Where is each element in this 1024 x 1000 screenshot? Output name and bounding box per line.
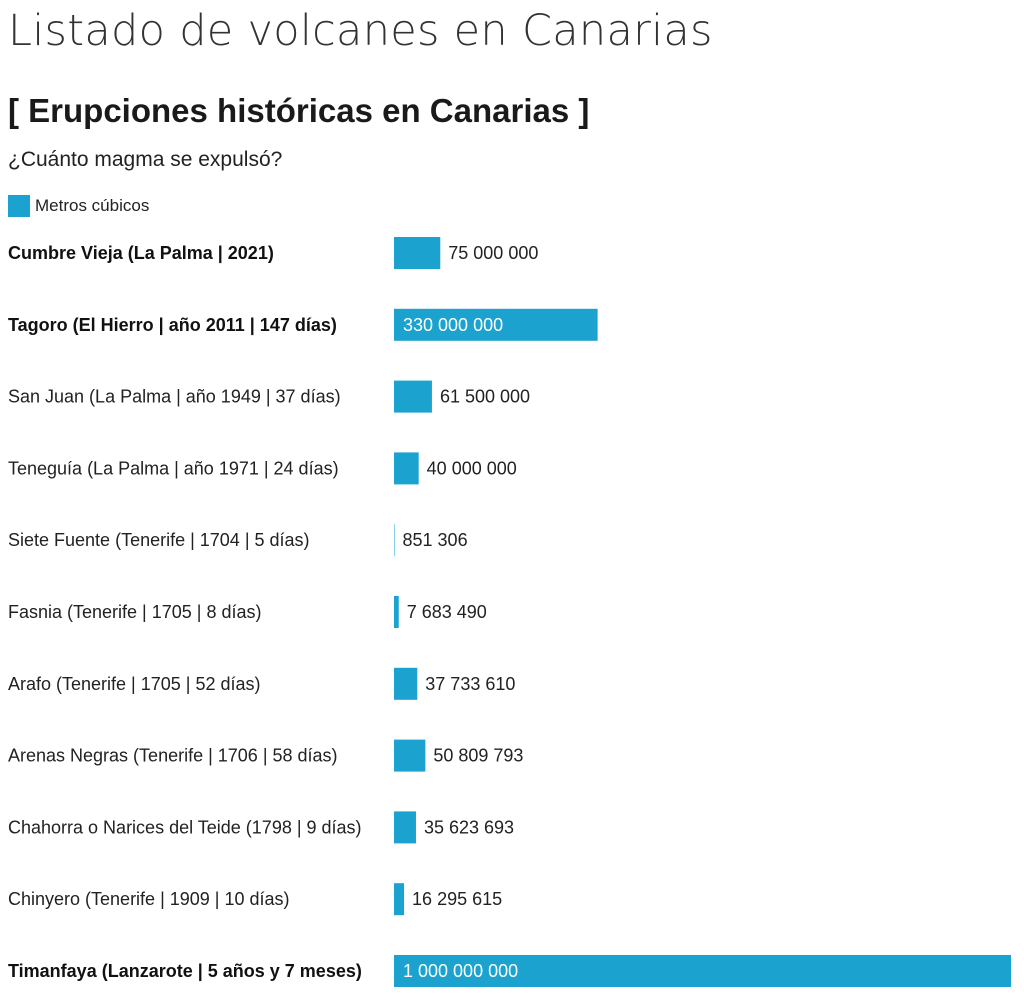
category-label: Fasnia (Tenerife | 1705 | 8 días) bbox=[8, 602, 262, 622]
category-label: Siete Fuente (Tenerife | 1704 | 5 días) bbox=[8, 530, 310, 550]
data-label: 330 000 000 bbox=[403, 315, 503, 335]
data-label: 16 295 615 bbox=[412, 889, 502, 909]
bar bbox=[394, 308, 598, 341]
legend-label: Metros cúbicos bbox=[35, 196, 150, 215]
category-label: Chinyero (Tenerife | 1909 | 10 días) bbox=[8, 889, 290, 909]
category-label: Teneguía (La Palma | año 1971 | 24 días) bbox=[8, 458, 339, 478]
bar bbox=[394, 596, 399, 628]
bar bbox=[394, 667, 418, 700]
bar bbox=[394, 452, 419, 485]
legend: Metros cúbicos bbox=[8, 195, 149, 217]
category-label: Tagoro (El Hierro | año 2011 | 147 días) bbox=[8, 315, 337, 335]
data-label: 37 733 610 bbox=[425, 674, 515, 694]
bar bbox=[394, 380, 432, 413]
chart-title: [ Erupciones históricas en Canarias ] bbox=[8, 92, 590, 129]
data-label: 61 500 000 bbox=[440, 387, 530, 407]
chart-subtitle: ¿Cuánto magma se expulsó? bbox=[8, 148, 283, 171]
bar bbox=[394, 811, 416, 844]
data-label: 7 683 490 bbox=[407, 602, 487, 622]
bar bbox=[394, 237, 441, 269]
data-label: 35 623 693 bbox=[424, 817, 514, 837]
bar bbox=[394, 883, 405, 916]
bar bbox=[394, 524, 395, 557]
page-title: Listado de volcanes en Canarias bbox=[8, 6, 713, 56]
bar bbox=[394, 955, 1011, 987]
category-label: San Juan (La Palma | año 1949 | 37 días) bbox=[8, 387, 341, 407]
data-label: 75 000 000 bbox=[448, 243, 538, 263]
category-label: Arenas Negras (Tenerife | 1706 | 58 días… bbox=[8, 746, 338, 766]
category-label: Arafo (Tenerife | 1705 | 52 días) bbox=[8, 674, 261, 694]
data-label: 851 306 bbox=[403, 530, 468, 550]
category-label: Cumbre Vieja (La Palma | 2021) bbox=[8, 243, 274, 263]
data-label: 1 000 000 000 bbox=[403, 961, 518, 981]
legend-swatch bbox=[8, 195, 30, 217]
category-label: Timanfaya (Lanzarote | 5 años y 7 meses) bbox=[8, 961, 362, 981]
bar bbox=[394, 739, 426, 772]
data-label: 40 000 000 bbox=[427, 458, 517, 478]
data-label: 50 809 793 bbox=[433, 746, 523, 766]
category-label: Chahorra o Narices del Teide (1798 | 9 d… bbox=[8, 817, 362, 837]
